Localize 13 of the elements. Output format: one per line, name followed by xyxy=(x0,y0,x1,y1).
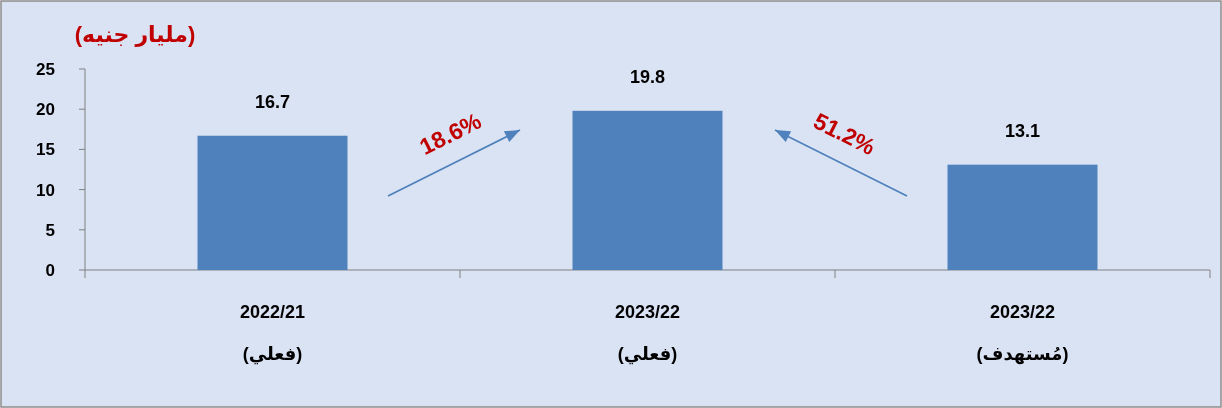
y-tick-label: 10 xyxy=(36,180,55,200)
y-tick-label: 25 xyxy=(36,60,55,79)
bar xyxy=(947,164,1098,270)
y-tick-label: 0 xyxy=(45,261,55,280)
bar xyxy=(572,110,723,270)
y-tick-label: 15 xyxy=(36,140,55,160)
y-axis-title: (مليار جنيه) xyxy=(74,22,196,47)
bar xyxy=(197,135,348,270)
data-label: 19.8 xyxy=(629,66,666,87)
data-label: 13.1 xyxy=(1004,120,1041,141)
data-label: 16.7 xyxy=(254,91,291,112)
y-tick-label: 5 xyxy=(45,220,55,240)
y-tick-label: 20 xyxy=(36,100,55,120)
